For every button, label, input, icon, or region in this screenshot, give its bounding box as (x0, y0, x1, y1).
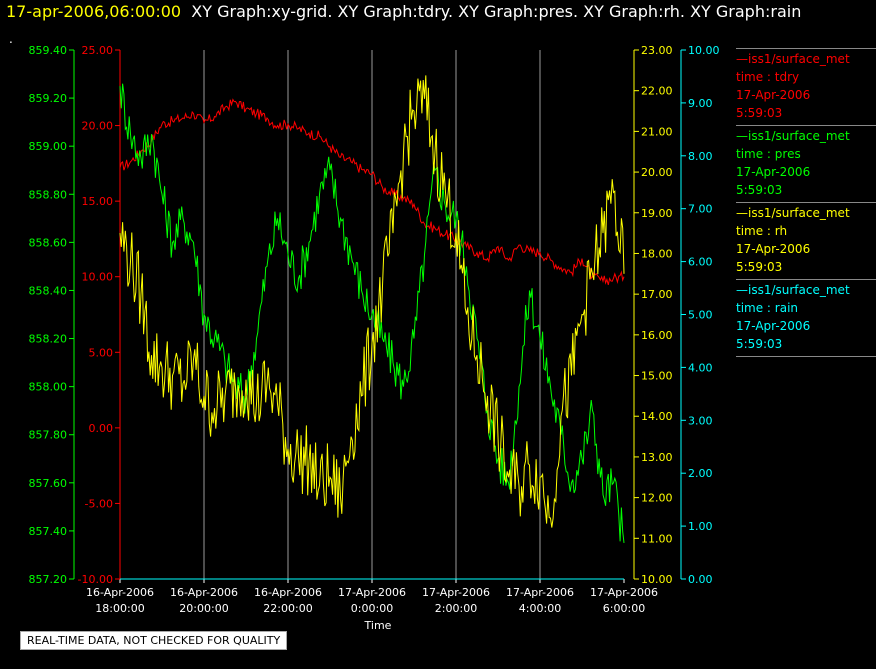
legend-time: 5:59:03 (736, 183, 783, 197)
legend-time: 5:59:03 (736, 106, 783, 120)
rh-tick-label: 20.00 (641, 166, 673, 179)
rain-tick-label: 3.00 (688, 414, 713, 427)
legend-time: 5:59:03 (736, 337, 783, 351)
pres-tick-label: 857.80 (29, 429, 68, 442)
pres-tick-label: 858.60 (29, 236, 68, 249)
rain-tick-label: 6.00 (688, 256, 713, 269)
legend: —iss1/surface_met time : tdry 17-Apr-2006 5… (736, 48, 876, 357)
tdry-tick-label: 0.00 (89, 422, 114, 435)
header-time: 17-apr-2006,06:00:00 (6, 2, 182, 21)
series-layer (119, 75, 625, 580)
header-title: 17-apr-2006,06:00:00 XY Graph:xy-grid. X… (6, 2, 801, 21)
rh-tick-label: 13.00 (641, 451, 673, 464)
x-tick-label: 17-Apr-2006 (506, 586, 574, 599)
rain-tick-label: 4.00 (688, 361, 713, 374)
pres-tick-label: 859.00 (29, 140, 68, 153)
tdry-tick-label: 25.00 (82, 44, 114, 57)
rain-tick-label: 7.00 (688, 203, 713, 216)
pres-tick-label: 858.20 (29, 333, 68, 346)
x-tick-label: 16-Apr-2006 (254, 586, 322, 599)
rain-tick-label: 5.00 (688, 309, 713, 322)
tdry-tick-label: 10.00 (82, 271, 114, 284)
legend-date: 17-Apr-2006 (736, 319, 811, 333)
rain-tick-label: 10.00 (688, 44, 720, 57)
rain-tick-label: 8.00 (688, 150, 713, 163)
legend-name: —iss1/surface_met (736, 52, 850, 66)
rh-tick-label: 21.00 (641, 125, 673, 138)
tdry-tick-label: 15.00 (82, 195, 114, 208)
pres-tick-label: 858.80 (29, 188, 68, 201)
legend-var: time : tdry (736, 70, 800, 84)
rh-tick-label: 16.00 (641, 329, 673, 342)
pres-tick-label: 859.40 (29, 44, 68, 57)
x-tick-label: 17-Apr-2006 (590, 586, 658, 599)
legend-var: time : rh (736, 224, 788, 238)
pres-tick-label: 858.00 (29, 381, 68, 394)
legend-time: 5:59:03 (736, 260, 783, 274)
series-line-rh (119, 75, 625, 528)
rh-tick-label: 12.00 (641, 492, 673, 505)
rh-tick-label: 22.00 (641, 85, 673, 98)
x-tick-label: 17-Apr-2006 (422, 586, 490, 599)
legend-date: 17-Apr-2006 (736, 165, 811, 179)
quality-notice: REAL-TIME DATA, NOT CHECKED FOR QUALITY (20, 631, 288, 650)
pres-tick-label: 857.60 (29, 477, 68, 490)
rh-tick-label: 14.00 (641, 410, 673, 423)
rh-tick-label: 10.00 (641, 573, 673, 586)
x-tick-label: 16-Apr-2006 (170, 586, 238, 599)
rain-tick-label: 0.00 (688, 573, 713, 586)
x-tick-label: 22:00:00 (263, 602, 312, 615)
rh-tick-label: 15.00 (641, 370, 673, 383)
x-tick-label: 18:00:00 (95, 602, 144, 615)
legend-name: —iss1/surface_met (736, 283, 850, 297)
tdry-tick-label: 5.00 (89, 346, 114, 359)
rh-tick-label: 11.00 (641, 532, 673, 545)
pres-tick-label: 857.40 (29, 525, 68, 538)
pres-tick-label: 859.20 (29, 92, 68, 105)
header-graph-list: XY Graph:xy-grid. XY Graph:tdry. XY Grap… (191, 2, 802, 21)
rh-tick-label: 19.00 (641, 207, 673, 220)
legend-divider (736, 356, 876, 357)
x-tick-label: 16-Apr-2006 (86, 586, 154, 599)
series-line-pres (119, 83, 625, 543)
x-tick-label: 4:00:00 (519, 602, 561, 615)
legend-var: time : rain (736, 301, 799, 315)
rh-tick-label: 18.00 (641, 247, 673, 260)
pres-tick-label: 858.40 (29, 284, 68, 297)
label-layer: 16-Apr-2006 18:00:00 16-Apr-2006 20:00:00 16… (29, 44, 720, 632)
legend-name: —iss1/surface_met (736, 206, 850, 220)
legend-name: —iss1/surface_met (736, 129, 850, 143)
legend-date: 17-Apr-2006 (736, 88, 811, 102)
series-line-tdry (119, 98, 625, 286)
x-tick-label: 17-Apr-2006 (338, 586, 406, 599)
status-dot: . (9, 32, 13, 46)
legend-var: time : pres (736, 147, 801, 161)
legend-date: 17-Apr-2006 (736, 242, 811, 256)
pres-tick-label: 857.20 (29, 573, 68, 586)
rain-tick-label: 1.00 (688, 520, 713, 533)
x-tick-label: 20:00:00 (179, 602, 228, 615)
tdry-tick-label: -5.00 (85, 497, 113, 510)
tdry-tick-label: -10.00 (78, 573, 113, 586)
rain-tick-label: 9.00 (688, 97, 713, 110)
x-axis-label: Time (364, 619, 392, 632)
x-tick-label: 0:00:00 (351, 602, 393, 615)
rh-tick-label: 17.00 (641, 288, 673, 301)
tdry-tick-label: 20.00 (82, 120, 114, 133)
rh-tick-label: 23.00 (641, 44, 673, 57)
rain-tick-label: 2.00 (688, 467, 713, 480)
x-tick-label: 6:00:00 (603, 602, 645, 615)
x-tick-label: 2:00:00 (435, 602, 477, 615)
